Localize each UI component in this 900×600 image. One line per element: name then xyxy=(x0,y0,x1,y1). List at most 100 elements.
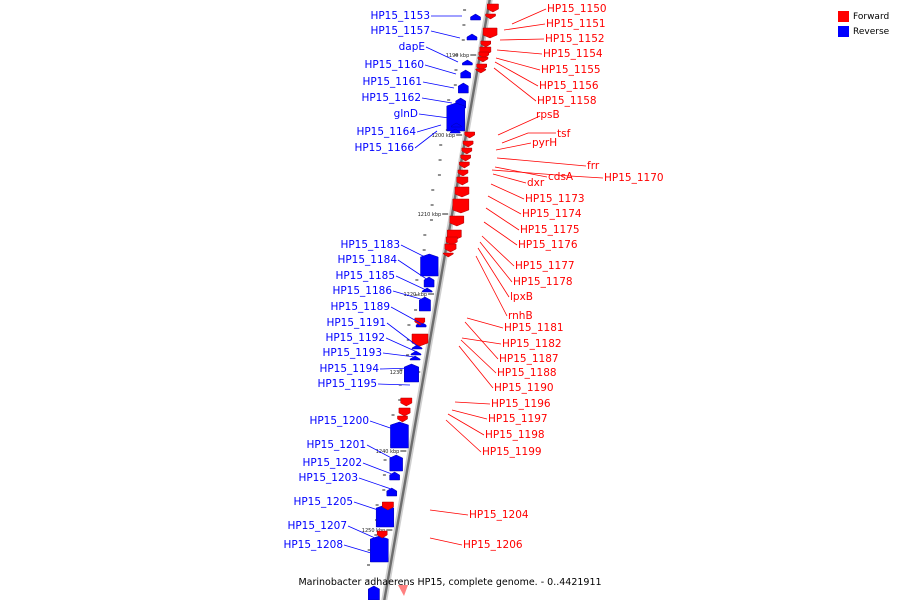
reverse-gene-block-1 xyxy=(466,33,478,41)
forward-leader-hp15-1197 xyxy=(451,409,488,420)
legend-forward-label: Forward xyxy=(853,11,890,22)
reverse-gene-label-glnd: glnD xyxy=(394,108,418,120)
forward-gene-label-hp15-1152: HP15_1152 xyxy=(545,33,605,45)
forward-gene-block-8 xyxy=(475,68,487,74)
forward-gene-label-hp15-1188: HP15_1188 xyxy=(497,367,557,379)
forward-gene-block-5 xyxy=(478,51,490,59)
reverse-gene-label-hp15-1164: HP15_1164 xyxy=(356,126,416,138)
reverse-gene-label-hp15-1205: HP15_1205 xyxy=(293,496,353,508)
forward-leader-hp15-1175 xyxy=(485,207,520,231)
forward-leader-hp15-1174 xyxy=(487,195,522,215)
reverse-gene-block-11 xyxy=(421,287,433,293)
reverse-gene-block-4 xyxy=(458,82,469,94)
reverse-gene-block-17 xyxy=(404,363,419,383)
reverse-gene-block-2 xyxy=(462,59,473,66)
reverse-leader-hp15-1166 xyxy=(414,130,438,149)
forward-leader-hp15-1170 xyxy=(491,169,604,179)
forward-leader-rpsb xyxy=(497,115,541,136)
reverse-leader-hp15-1191 xyxy=(386,322,421,349)
reverse-gene-block-9 xyxy=(420,253,439,277)
forward-leader-hp15-1176 xyxy=(483,221,518,246)
forward-gene-label-hp15-1187: HP15_1187 xyxy=(499,353,559,365)
reverse-leader-hp15-1162 xyxy=(421,97,453,104)
forward-leader-dxr xyxy=(492,173,527,184)
reverse-gene-label-hp15-1192: HP15_1192 xyxy=(325,332,385,344)
reverse-gene-label-hp15-1195: HP15_1195 xyxy=(317,378,377,390)
forward-leader-hp15-1199 xyxy=(445,419,482,453)
forward-gene-label-hp15-1174: HP15_1174 xyxy=(522,208,582,220)
legend-reverse-label: Reverse xyxy=(853,26,890,37)
forward-gene-label-hp15-1206: HP15_1206 xyxy=(463,539,523,551)
forward-gene-block-22 xyxy=(443,252,454,258)
reverse-gene-block-7 xyxy=(451,122,462,128)
legend-forward: Forward xyxy=(838,9,889,24)
forward-gene-label-hp15-1173: HP15_1173 xyxy=(525,193,585,205)
reverse-gene-label-hp15-1191: HP15_1191 xyxy=(326,317,386,329)
forward-gene-block-11 xyxy=(461,147,473,155)
forward-gene-label-frr: frr xyxy=(587,160,600,172)
forward-gene-label-hp15-1197: HP15_1197 xyxy=(488,413,548,425)
reverse-leader-hp15-1200 xyxy=(369,420,403,433)
reverse-leader-hp15-1185 xyxy=(395,275,427,291)
forward-gene-label-hp15-1199: HP15_1199 xyxy=(482,446,542,458)
reverse-gene-block-20 xyxy=(389,471,400,481)
forward-leader-lpxb xyxy=(477,247,510,298)
forward-gene-label-hp15-1182: HP15_1182 xyxy=(502,338,562,350)
reverse-gene-label-hp15-1189: HP15_1189 xyxy=(330,301,390,313)
scale-label: 1210 kbp xyxy=(418,212,442,218)
forward-leader-hp15-1178 xyxy=(479,241,513,283)
scale-label: 1190 kbp xyxy=(446,53,470,59)
forward-swatch xyxy=(838,11,849,22)
reverse-gene-block-6 xyxy=(446,102,466,132)
reverse-gene-label-hp15-1157: HP15_1157 xyxy=(370,25,430,37)
forward-gene-label-tsf: tsf xyxy=(557,128,571,140)
forward-leader-hp15-1198 xyxy=(447,413,485,436)
reverse-leader-hp15-1195 xyxy=(377,383,411,386)
forward-gene-block-17 xyxy=(452,198,470,214)
reverse-gene-label-hp15-1202: HP15_1202 xyxy=(302,457,362,469)
reverse-leader-hp15-1193 xyxy=(382,352,416,358)
forward-gene-label-rpsb: rpsB xyxy=(536,109,560,121)
forward-gene-label-pyrh: pyrH xyxy=(532,137,557,149)
forward-leader-hp15-1151 xyxy=(503,23,546,31)
forward-gene-block-14 xyxy=(457,169,469,177)
forward-gene-block-16 xyxy=(454,186,470,198)
reverse-gene-label-hp15-1162: HP15_1162 xyxy=(361,92,421,104)
forward-gene-block-13 xyxy=(459,161,470,169)
reverse-gene-block-0 xyxy=(470,13,481,21)
forward-leader-hp15-1196 xyxy=(454,401,491,405)
reverse-leader-hp15-1183 xyxy=(400,244,432,261)
forward-gene-block-10 xyxy=(462,140,474,148)
forward-gene-label-hp15-1176: HP15_1176 xyxy=(518,239,578,251)
forward-leader-hp15-1181 xyxy=(466,317,504,329)
reverse-swatch xyxy=(838,26,849,37)
forward-gene-label-hp15-1156: HP15_1156 xyxy=(539,80,599,92)
scale-label: 1250 kbp xyxy=(362,528,386,534)
forward-leader-hp15-1156 xyxy=(494,61,539,87)
forward-leader-hp15-1187 xyxy=(464,321,499,360)
reverse-gene-block-24 xyxy=(368,585,380,600)
forward-gene-label-hp15-1150: HP15_1150 xyxy=(547,3,607,15)
forward-gene-label-hp15-1204: HP15_1204 xyxy=(469,509,529,521)
reverse-leader-hp15-1161 xyxy=(422,81,455,89)
forward-leader-rnhb xyxy=(475,255,508,317)
reverse-gene-block-18 xyxy=(390,421,409,449)
forward-gene-label-hp15-1198: HP15_1198 xyxy=(485,429,545,441)
forward-gene-label-hp15-1155: HP15_1155 xyxy=(541,64,601,76)
forward-gene-block-2 xyxy=(482,27,498,39)
forward-gene-block-27 xyxy=(397,415,408,423)
forward-leader-hp15-1204 xyxy=(429,509,469,516)
reverse-gene-label-hp15-1166: HP15_1166 xyxy=(354,142,414,154)
forward-gene-block-18 xyxy=(449,215,465,227)
forward-gene-label-hp15-1178: HP15_1178 xyxy=(513,276,573,288)
reverse-leader-hp15-1201 xyxy=(366,444,400,463)
forward-gene-block-1 xyxy=(485,13,496,20)
reverse-leader-hp15-1192 xyxy=(385,337,418,353)
forward-leader-hp15-1190 xyxy=(458,345,494,389)
forward-gene-block-9 xyxy=(464,131,475,139)
forward-gene-label-hp15-1154: HP15_1154 xyxy=(543,48,603,60)
forward-gene-block-6 xyxy=(477,56,489,63)
reverse-leader-hp15-1184 xyxy=(397,259,429,281)
forward-gene-block-26 xyxy=(398,407,411,417)
legend-reverse: Reverse xyxy=(838,24,889,39)
